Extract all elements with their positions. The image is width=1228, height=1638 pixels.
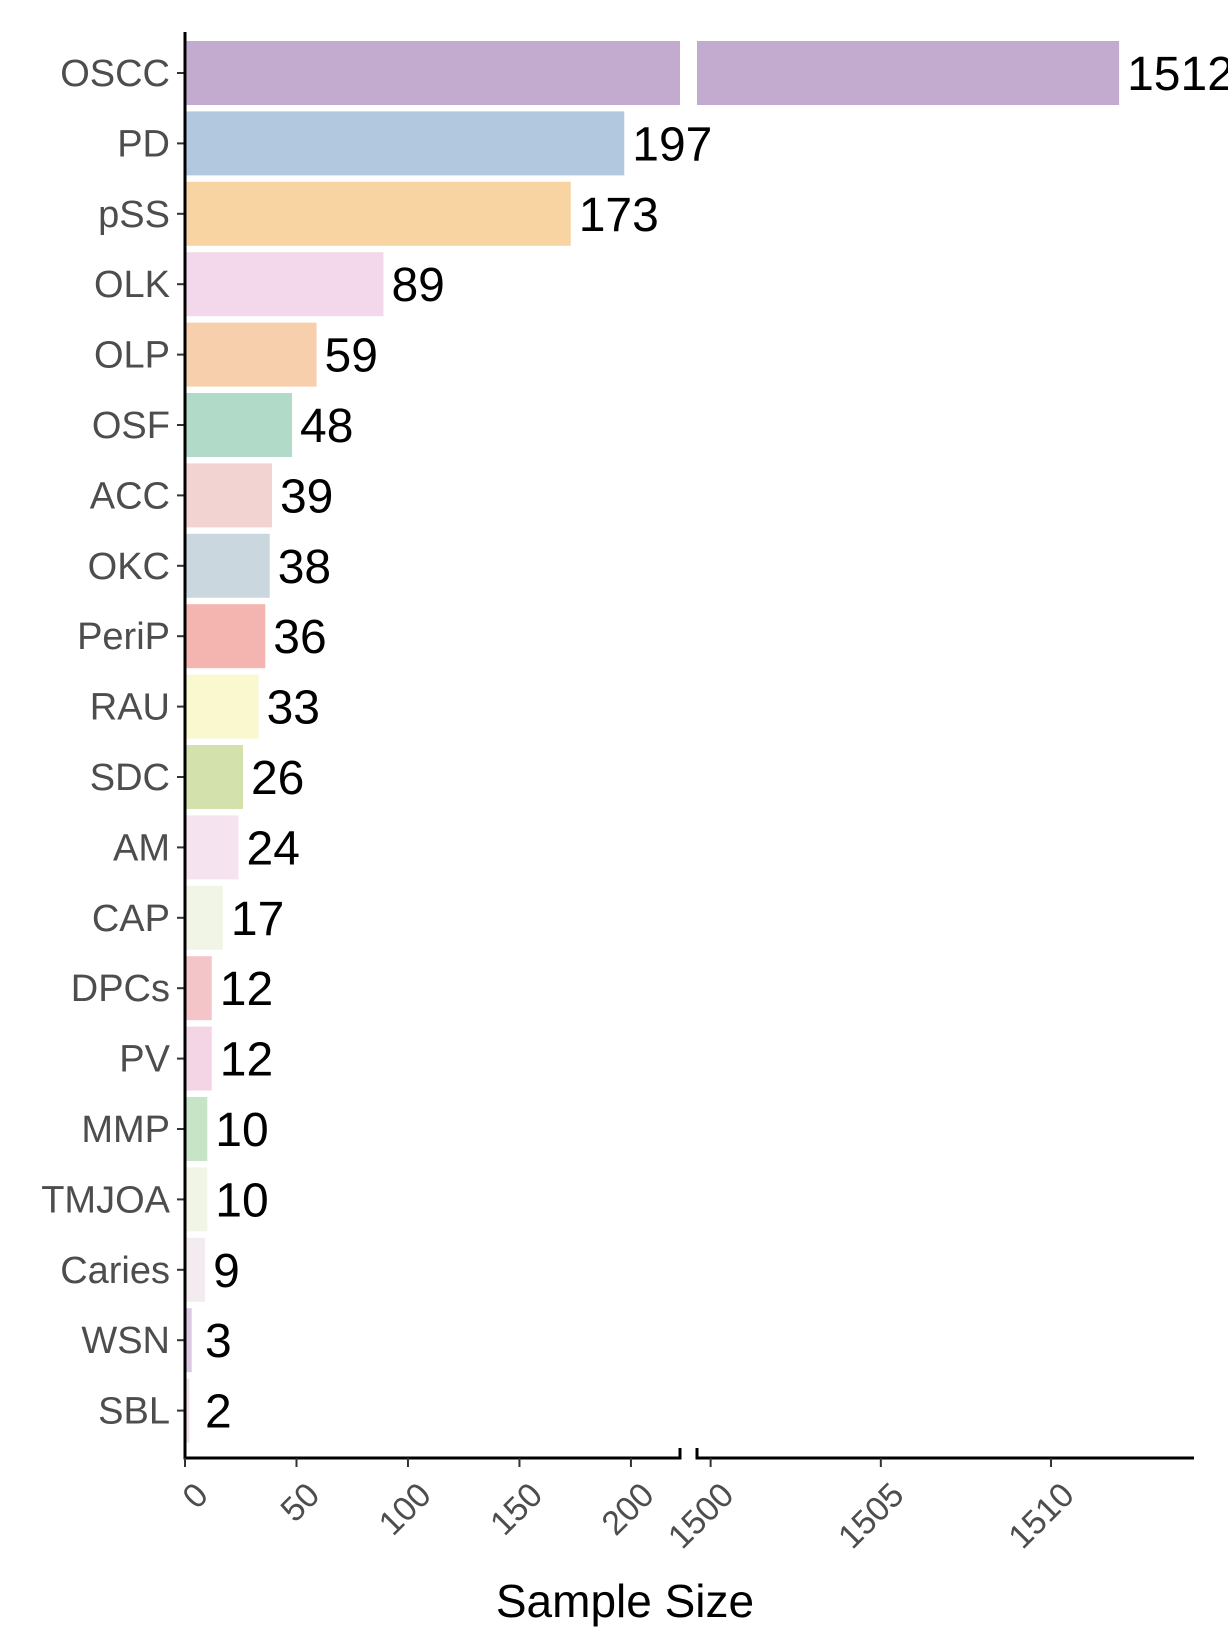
value-label-am: 24 bbox=[247, 822, 300, 875]
bar-am bbox=[185, 815, 239, 880]
category-label-okc: OKC bbox=[88, 546, 170, 588]
category-label-sbl: SBL bbox=[98, 1391, 170, 1433]
category-label-am: AM bbox=[113, 827, 170, 869]
x-axis-title: Sample Size bbox=[496, 1575, 754, 1627]
bar-olp bbox=[185, 322, 317, 387]
bar-perip bbox=[185, 604, 266, 669]
bar-caries bbox=[185, 1237, 206, 1302]
bar-oscc-part2 bbox=[697, 41, 1120, 105]
x-tick-label-50: 50 bbox=[273, 1476, 327, 1530]
value-label-pd: 197 bbox=[632, 118, 712, 171]
value-label-oscc: 1512 bbox=[1127, 48, 1228, 101]
category-label-wsn: WSN bbox=[81, 1320, 170, 1362]
category-label-pss: pSS bbox=[98, 194, 170, 236]
category-label-sdc: SDC bbox=[90, 757, 170, 799]
category-label-dpcs: DPCs bbox=[71, 968, 170, 1010]
value-label-sdc: 26 bbox=[251, 752, 304, 805]
value-label-olk: 89 bbox=[391, 259, 444, 312]
value-label-mmp: 10 bbox=[215, 1104, 268, 1157]
value-label-perip: 36 bbox=[273, 611, 326, 664]
value-label-osf: 48 bbox=[300, 400, 353, 453]
bar-dpcs bbox=[185, 956, 212, 1021]
value-label-okc: 38 bbox=[278, 541, 331, 594]
category-label-rau: RAU bbox=[90, 687, 170, 729]
category-label-caries: Caries bbox=[60, 1250, 170, 1292]
bars bbox=[185, 41, 1120, 1443]
x-tick-label-1500: 1500 bbox=[661, 1476, 741, 1556]
category-label-osf: OSF bbox=[92, 405, 170, 447]
bar-rau bbox=[185, 674, 259, 739]
category-label-mmp: MMP bbox=[81, 1109, 170, 1151]
value-label-dpcs: 12 bbox=[220, 963, 273, 1016]
bar-olk bbox=[185, 252, 384, 317]
category-label-olk: OLK bbox=[94, 264, 170, 306]
category-label-oscc: OSCC bbox=[60, 53, 170, 95]
category-label-pd: PD bbox=[117, 123, 170, 165]
category-labels: OSCC PD pSS OLK OLP OSF ACC OKC PeriP RAU SDC AM CAP… bbox=[41, 53, 170, 1433]
bar-tmjoa bbox=[185, 1167, 208, 1232]
value-label-pss: 173 bbox=[579, 189, 659, 242]
value-label-cap: 17 bbox=[231, 893, 284, 946]
value-label-sbl: 2 bbox=[205, 1386, 232, 1439]
value-label-rau: 33 bbox=[267, 682, 320, 735]
category-label-cap: CAP bbox=[92, 898, 170, 940]
bar-pss bbox=[185, 181, 571, 246]
bar-acc bbox=[185, 463, 272, 528]
value-label-caries: 9 bbox=[213, 1245, 240, 1298]
value-label-olp: 59 bbox=[325, 330, 378, 383]
x-tick-label-100: 100 bbox=[372, 1476, 439, 1543]
category-label-olp: OLP bbox=[94, 335, 170, 377]
bar-osf bbox=[185, 393, 293, 457]
value-label-tmjoa: 10 bbox=[215, 1174, 268, 1227]
bar-sdc bbox=[185, 745, 243, 809]
value-label-wsn: 3 bbox=[205, 1315, 232, 1368]
x-tick-label-200: 200 bbox=[595, 1476, 662, 1543]
category-label-tmjoa: TMJOA bbox=[41, 1179, 170, 1221]
value-label-pv: 12 bbox=[220, 1034, 273, 1087]
bar-pd bbox=[185, 111, 625, 176]
x-tick-label-150: 150 bbox=[483, 1476, 550, 1543]
x-tick-label-0: 0 bbox=[175, 1476, 215, 1516]
bar-wsn bbox=[185, 1308, 192, 1373]
bar-pv bbox=[185, 1026, 212, 1091]
value-label-acc: 39 bbox=[280, 470, 333, 523]
bar-mmp bbox=[185, 1097, 208, 1161]
bar-oscc-part1 bbox=[185, 41, 680, 105]
bar-okc bbox=[185, 533, 270, 598]
bar-sbl bbox=[185, 1378, 190, 1443]
x-tick-label-1505: 1505 bbox=[831, 1476, 911, 1556]
category-label-perip: PeriP bbox=[77, 616, 170, 658]
category-label-acc: ACC bbox=[90, 475, 170, 517]
bar-cap bbox=[185, 885, 223, 950]
x-tick-label-1510: 1510 bbox=[1001, 1476, 1081, 1556]
category-label-pv: PV bbox=[119, 1039, 170, 1081]
